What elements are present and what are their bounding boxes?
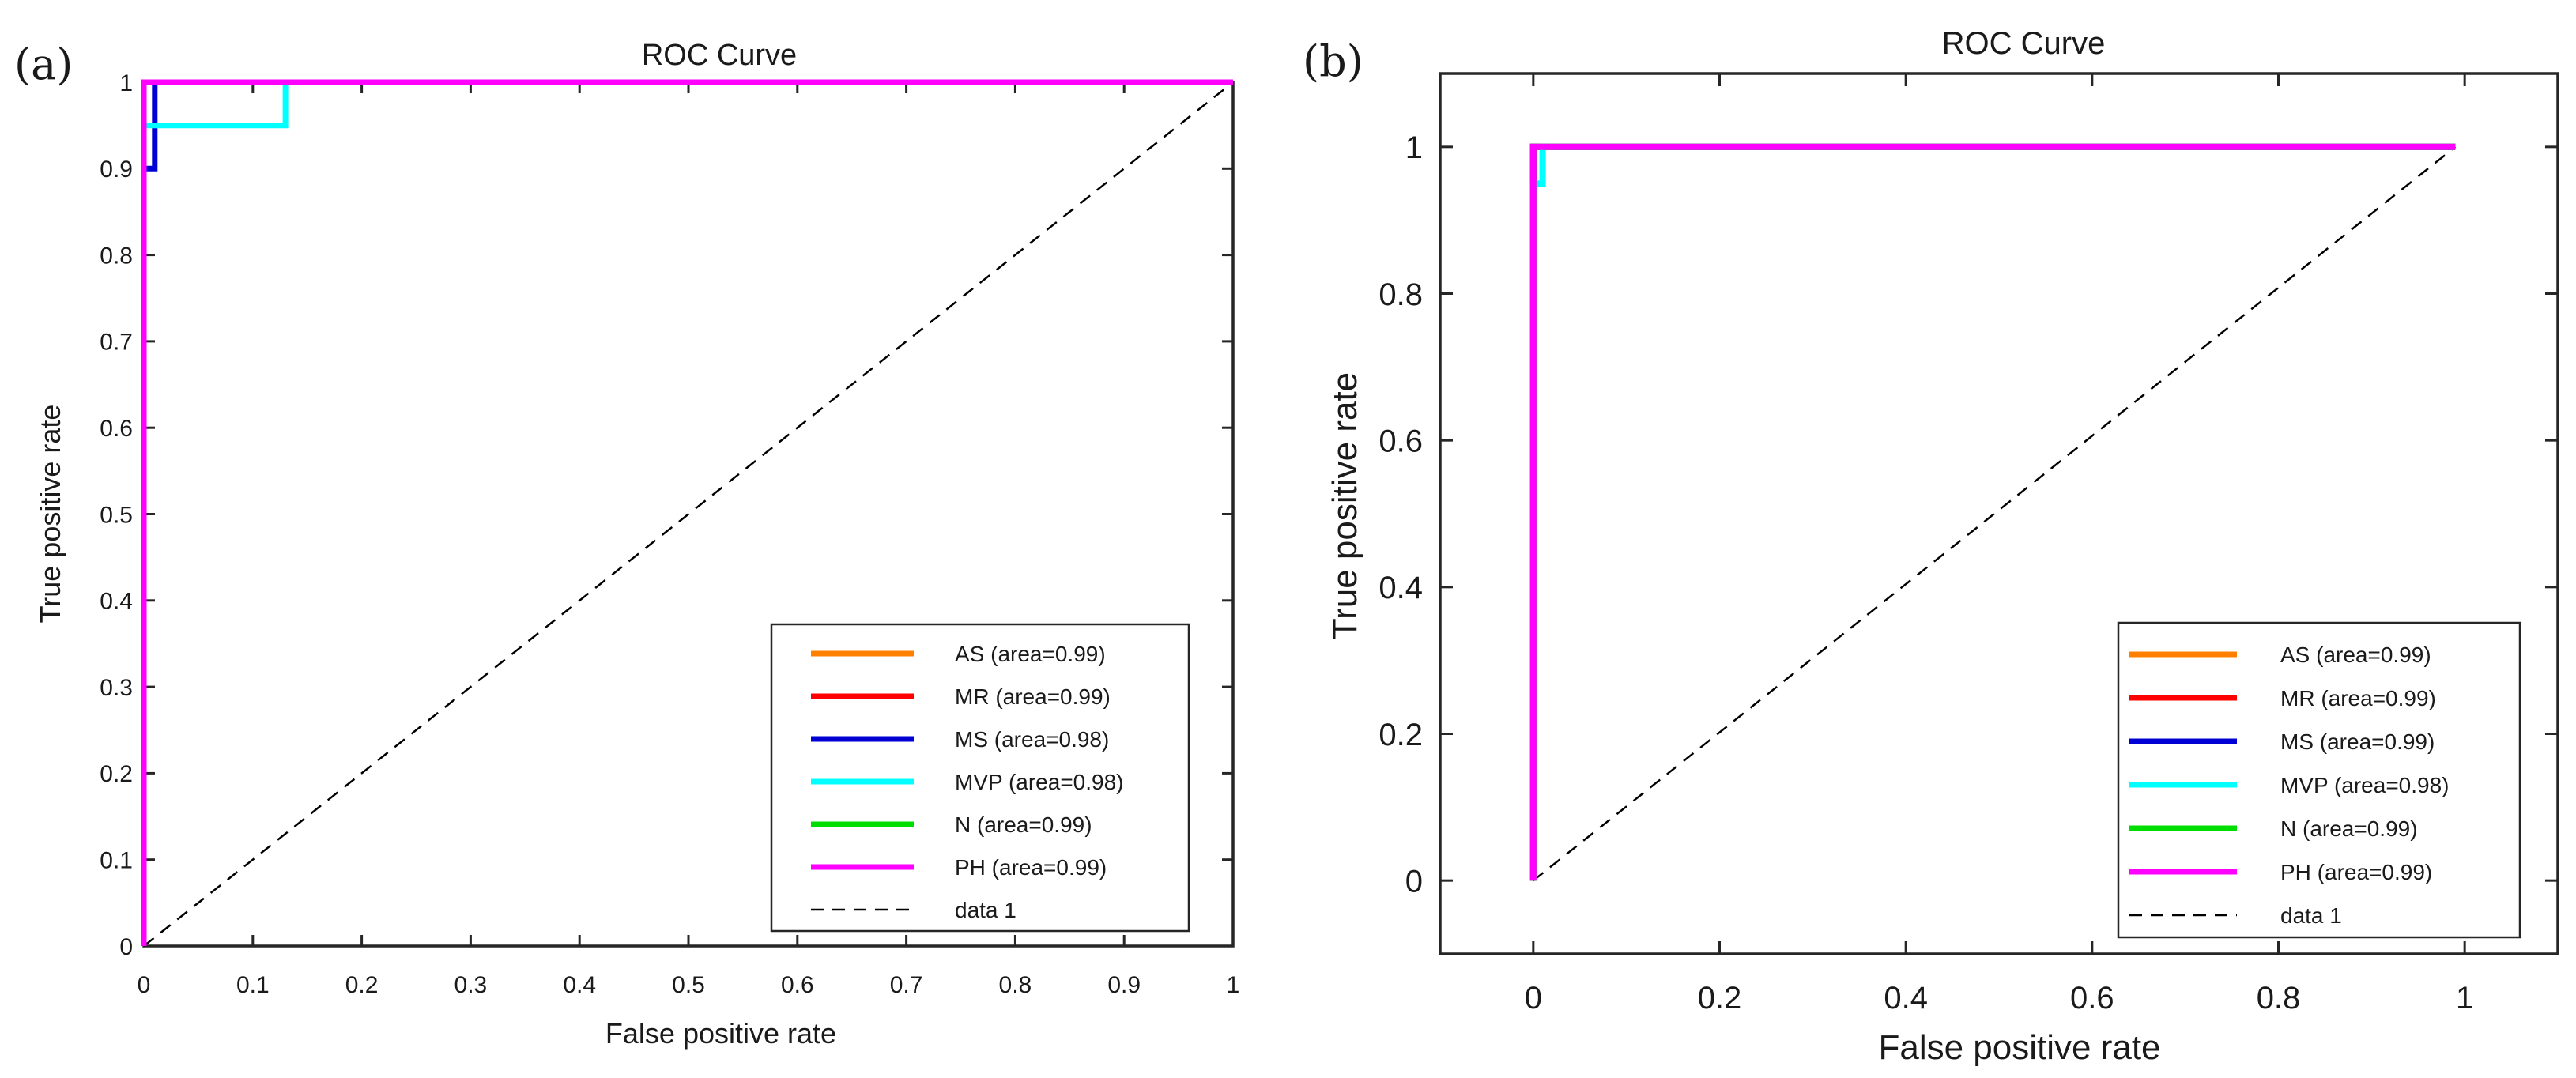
y-tick-label: 0.1 xyxy=(100,848,133,874)
x-tick-label: 0.4 xyxy=(1884,981,1928,1016)
legend: AS (area=0.99) MR (area=0.99) MS (area=0.9… xyxy=(770,623,1190,933)
x-axis-label: False positive rate xyxy=(1878,1028,2160,1067)
y-tick-label: 0.8 xyxy=(100,243,133,269)
series-line-data xyxy=(1533,145,2457,882)
legend-box xyxy=(2117,621,2521,939)
panel-label: (a) xyxy=(14,40,73,89)
x-tick-label: 0.5 xyxy=(672,972,705,998)
chart-title: ROC Curve xyxy=(1942,26,2106,61)
panel-label: (b) xyxy=(1303,36,1363,86)
chart-panel-b: (b) ROC Curve 0 0.2 0.4 0.6 0.8 1 0 0.2 0.4 0.6 0.8 1… xyxy=(1303,26,2559,1067)
legend-entry: AS (area=0.99) xyxy=(2280,643,2431,667)
y-tick-label: 0.2 xyxy=(100,761,133,787)
x-tick-label: 0.2 xyxy=(345,972,379,998)
x-tick-label: 0.6 xyxy=(781,972,814,998)
axes-box xyxy=(1439,72,2559,956)
y-tick-label: 0.2 xyxy=(1379,718,1423,752)
chart-title: ROC Curve xyxy=(642,39,797,72)
y-tick-label: 0 xyxy=(1405,865,1423,899)
legend-entry: N (area=0.99) xyxy=(2280,816,2418,841)
legend-entry: MVP (area=0.98) xyxy=(2280,773,2450,797)
x-tick-label: 0 xyxy=(138,972,151,998)
chart-panel-a: (a) ROC Curve 0 0.1 0.2 0.3 0.4 0.5 0.6 0.7 0.8 0.9… xyxy=(14,39,1239,1050)
y-tick-label: 0.3 xyxy=(100,675,133,701)
y-tick-label: 0.7 xyxy=(100,330,133,356)
legend-entry: data 1 xyxy=(2280,903,2342,928)
x-tick-label: 0.8 xyxy=(2257,981,2301,1016)
legend-entry: MR (area=0.99) xyxy=(2280,686,2436,710)
x-axis-label: False positive rate xyxy=(605,1017,836,1050)
series-line-ph xyxy=(1529,143,2456,881)
x-tick-label: 0.4 xyxy=(563,972,596,998)
series-line-data xyxy=(143,81,1234,947)
plot-area xyxy=(141,79,1234,947)
legend-entry: data 1 xyxy=(955,898,1016,922)
plot-area xyxy=(1529,143,2457,882)
y-tick-label: 0.6 xyxy=(1379,424,1423,459)
legend-entry: MVP (area=0.98) xyxy=(955,770,1124,794)
x-tick-label: 1 xyxy=(1227,972,1240,998)
y-tick-label: 0.9 xyxy=(100,156,133,183)
y-axis-label: True positive rate xyxy=(1326,372,1364,639)
legend-entry: AS (area=0.99) xyxy=(955,642,1106,666)
legend-entry: N (area=0.99) xyxy=(955,812,1092,837)
legend-entry: MR (area=0.99) xyxy=(955,684,1111,709)
x-tick-label: 0.7 xyxy=(890,972,923,998)
y-tick-label: 0.5 xyxy=(100,502,133,528)
x-tick-label: 0.1 xyxy=(236,972,270,998)
legend-entry: PH (area=0.99) xyxy=(955,855,1107,880)
y-axis-label: True positive rate xyxy=(34,405,66,624)
legend: AS (area=0.99) MR (area=0.99) MS (area=0.9… xyxy=(2117,621,2521,939)
x-tick-label: 0.9 xyxy=(1107,972,1141,998)
legend-entry: MS (area=0.98) xyxy=(955,727,1109,752)
x-tick-label: 0.3 xyxy=(454,972,488,998)
x-tick-label: 0 xyxy=(1525,981,1542,1016)
y-tick-label: 0.4 xyxy=(100,589,133,615)
y-tick-label: 1 xyxy=(1405,130,1423,165)
y-tick-label: 0.6 xyxy=(100,416,133,442)
x-tick-label: 0.8 xyxy=(999,972,1032,998)
legend-entry: PH (area=0.99) xyxy=(2280,860,2432,884)
x-tick-label: 0.6 xyxy=(2070,981,2114,1016)
legend-entry: MS (area=0.99) xyxy=(2280,729,2435,754)
y-tick-label: 0.8 xyxy=(1379,277,1423,312)
series-line-ph xyxy=(141,79,1233,946)
x-tick-label: 1 xyxy=(2456,981,2473,1016)
y-tick-label: 1 xyxy=(119,70,133,96)
y-tick-label: 0 xyxy=(119,934,133,960)
y-tick-label: 0.4 xyxy=(1379,571,1423,605)
legend-box xyxy=(770,623,1190,933)
x-tick-label: 0.2 xyxy=(1698,981,1742,1016)
